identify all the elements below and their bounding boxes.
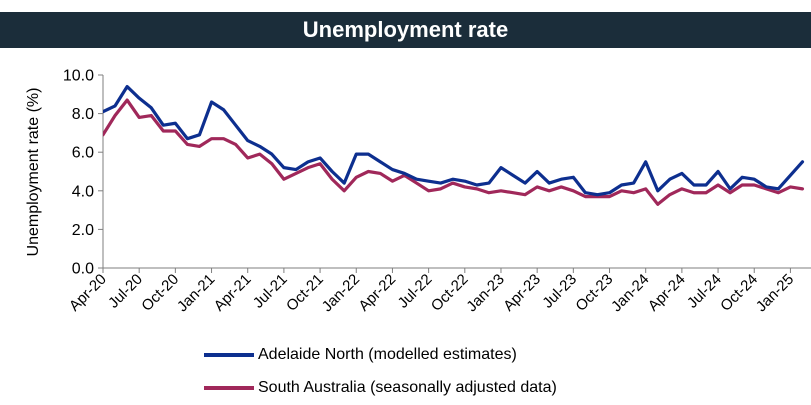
x-tick-label: Apr-21 — [211, 271, 255, 315]
legend-swatch-adelaide-north — [204, 353, 254, 357]
x-tick-label: Jan-22 — [319, 271, 363, 315]
x-tick-label: Apr-23 — [500, 271, 544, 315]
series-line-south-australia — [103, 98, 805, 206]
legend-swatch-south-australia — [204, 386, 254, 390]
y-tick-label: 0.0 — [72, 261, 94, 278]
x-tick-label: Oct-23 — [572, 271, 616, 315]
legend-item-adelaide-north: Adelaide North (modelled estimates) — [204, 346, 517, 364]
y-tick-label: 4.0 — [72, 183, 94, 200]
x-tick-label: Jul-20 — [105, 271, 146, 312]
x-tick-label: Jan-24 — [608, 271, 652, 315]
legend-label-south-australia: South Australia (seasonally adjusted dat… — [258, 379, 557, 396]
y-tick-label: 6.0 — [72, 145, 94, 162]
x-tick-label: Jul-24 — [684, 271, 725, 312]
series-line-adelaide-north — [103, 84, 805, 197]
x-tick-label: Jan-25 — [753, 271, 797, 315]
legend-label-adelaide-north: Adelaide North (modelled estimates) — [258, 346, 517, 363]
x-tick-label: Apr-24 — [645, 271, 689, 315]
x-tick-label: Oct-22 — [428, 271, 472, 315]
y-tick-label: 10.0 — [63, 68, 94, 85]
y-tick-label: 8.0 — [72, 106, 94, 123]
y-axis-title: Unemployment rate (%) — [25, 88, 42, 257]
x-tick-label: Jan-21 — [174, 271, 218, 315]
x-tick-label: Oct-21 — [283, 271, 327, 315]
y-tick-label: 2.0 — [72, 222, 94, 239]
chart-title-bar: Unemployment rate — [0, 12, 811, 48]
x-tick-label: Jul-22 — [395, 271, 436, 312]
x-tick-label: Apr-22 — [355, 271, 399, 315]
legend-item-south-australia: South Australia (seasonally adjusted dat… — [204, 379, 557, 397]
x-tick-label: Oct-20 — [138, 271, 182, 315]
chart-title: Unemployment rate — [302, 17, 509, 42]
x-tick-label: Jul-23 — [539, 271, 580, 312]
x-tick-label: Oct-24 — [717, 271, 761, 315]
x-tick-label: Jan-23 — [463, 271, 507, 315]
x-tick-label: Jul-21 — [250, 271, 291, 312]
